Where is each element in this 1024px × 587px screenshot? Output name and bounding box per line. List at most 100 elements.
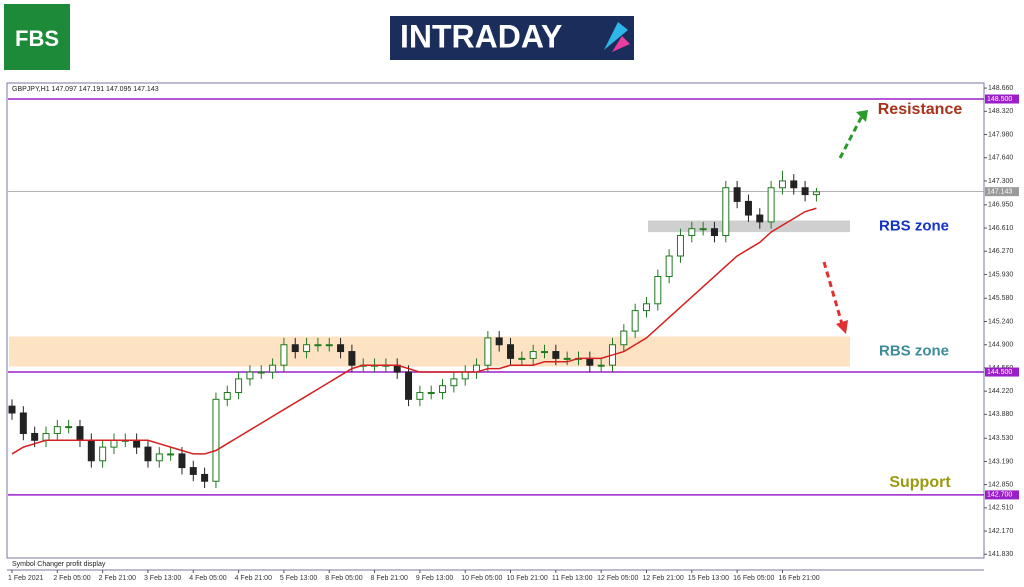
x-tick-label: 15 Feb 13:00 (688, 575, 729, 582)
candle-body (427, 392, 435, 395)
brand-box (390, 16, 634, 60)
candle-body (790, 180, 798, 189)
candle-body (246, 371, 254, 380)
candle-body (586, 357, 594, 366)
candle-body (269, 364, 277, 373)
chart-title: GBPJPY,H1 147.097 147.191 147.095 147.14… (12, 86, 159, 93)
candle-body (235, 378, 243, 394)
zone (648, 220, 850, 233)
y-tick-label: 142.170 (988, 528, 1013, 535)
y-tick-label: 147.640 (988, 155, 1013, 162)
candle-body (314, 344, 322, 347)
down-arrow-head (836, 320, 848, 334)
x-tick-label: 11 Feb 13:00 (552, 575, 593, 582)
x-tick-label: 4 Feb 05:00 (189, 575, 226, 582)
y-tick-label: 147.980 (988, 131, 1013, 138)
level-label: 147.143 (987, 188, 1012, 195)
candle-body (756, 214, 764, 223)
level-label: 144.500 (987, 369, 1012, 376)
chart-layer: 148.660 148.320 147.980 147.640 147.300 146.9… (8, 85, 1019, 582)
y-tick-label: 143.880 (988, 411, 1013, 418)
brand-arrow (604, 22, 628, 50)
candle-body (87, 439, 95, 462)
fbs-logo-box (4, 4, 70, 70)
candle-body (450, 378, 458, 387)
candle-body (110, 439, 118, 448)
candle-body (348, 351, 356, 366)
y-tick-label: 146.950 (988, 202, 1013, 209)
y-tick-label: 142.850 (988, 481, 1013, 488)
candle-body (529, 351, 537, 359)
candle-body (778, 180, 786, 189)
x-tick-label: 1 Feb 2021 (8, 575, 44, 582)
y-tick-label: 142.510 (988, 505, 1013, 512)
candle-body (733, 187, 741, 202)
candle-body (8, 405, 16, 414)
candle-body (257, 371, 265, 374)
x-tick-label: 2 Feb 21:00 (99, 575, 136, 582)
level-tag (985, 490, 1019, 500)
x-tick-label: 9 Feb 13:00 (416, 575, 453, 582)
candle-body (722, 187, 730, 237)
y-tick-label: 148.320 (988, 108, 1013, 115)
zone-label: RBS zone (879, 217, 949, 234)
candle-body (654, 275, 662, 305)
candle-body (189, 467, 197, 475)
candle-body (144, 446, 152, 462)
candle-body (439, 385, 447, 394)
x-tick-label: 10 Feb 05:00 (461, 575, 502, 582)
candle-body (710, 228, 718, 237)
candle-body (563, 357, 571, 360)
candle-body (167, 453, 175, 456)
y-tick-label: 143.530 (988, 435, 1013, 442)
level-label: 148.500 (987, 96, 1012, 103)
x-tick-label: 8 Feb 05:00 (325, 575, 362, 582)
y-tick-label: 145.930 (988, 271, 1013, 278)
y-tick-label: 144.220 (988, 388, 1013, 395)
candle-body (631, 310, 639, 332)
level-label: 142.700 (987, 492, 1012, 499)
x-tick-label: 5 Feb 13:00 (280, 575, 317, 582)
up-arrow-head (856, 110, 868, 122)
candle-body (178, 453, 186, 469)
y-tick-label: 145.240 (988, 318, 1013, 325)
candle-body (291, 344, 299, 353)
candle-body (495, 337, 503, 346)
candle-body (507, 344, 515, 359)
x-tick-label: 8 Feb 21:00 (371, 575, 408, 582)
candle-body (280, 344, 288, 366)
candle-body (155, 453, 163, 462)
candle-body (541, 351, 549, 354)
candle-body (620, 330, 628, 346)
candle-body (676, 235, 684, 257)
candle-body (133, 439, 141, 448)
down-arrow (822, 261, 844, 325)
candle-body (518, 357, 526, 360)
candle-body (31, 432, 39, 441)
y-tick-label: 146.610 (988, 225, 1013, 232)
candle-body (99, 446, 107, 462)
candle-body (405, 371, 413, 400)
footer-note: Symbol Changer profit display (12, 561, 106, 568)
candle-body (699, 228, 707, 231)
x-tick-label: 4 Feb 21:00 (235, 575, 272, 582)
candle-body (665, 255, 673, 277)
moving-average (11, 207, 817, 455)
candle-body (597, 364, 605, 367)
x-tick-label: 12 Feb 21:00 (642, 575, 683, 582)
level-tag (985, 187, 1019, 197)
candle-body (223, 392, 231, 400)
candle-body (801, 187, 809, 196)
candle-body (19, 412, 27, 434)
y-tick-label: 144.900 (988, 342, 1013, 349)
candle-body (642, 303, 650, 312)
candle-body (688, 228, 696, 237)
y-tick-label: 148.660 (988, 85, 1013, 92)
candle-body (416, 392, 424, 400)
x-tick-label: 12 Feb 05:00 (597, 575, 638, 582)
x-tick-label: 3 Feb 13:00 (144, 575, 181, 582)
plot-frame (6, 82, 985, 559)
x-tick-label: 16 Feb 21:00 (778, 575, 819, 582)
level-tag (985, 94, 1019, 104)
zone-label: RBS zone (879, 343, 949, 360)
